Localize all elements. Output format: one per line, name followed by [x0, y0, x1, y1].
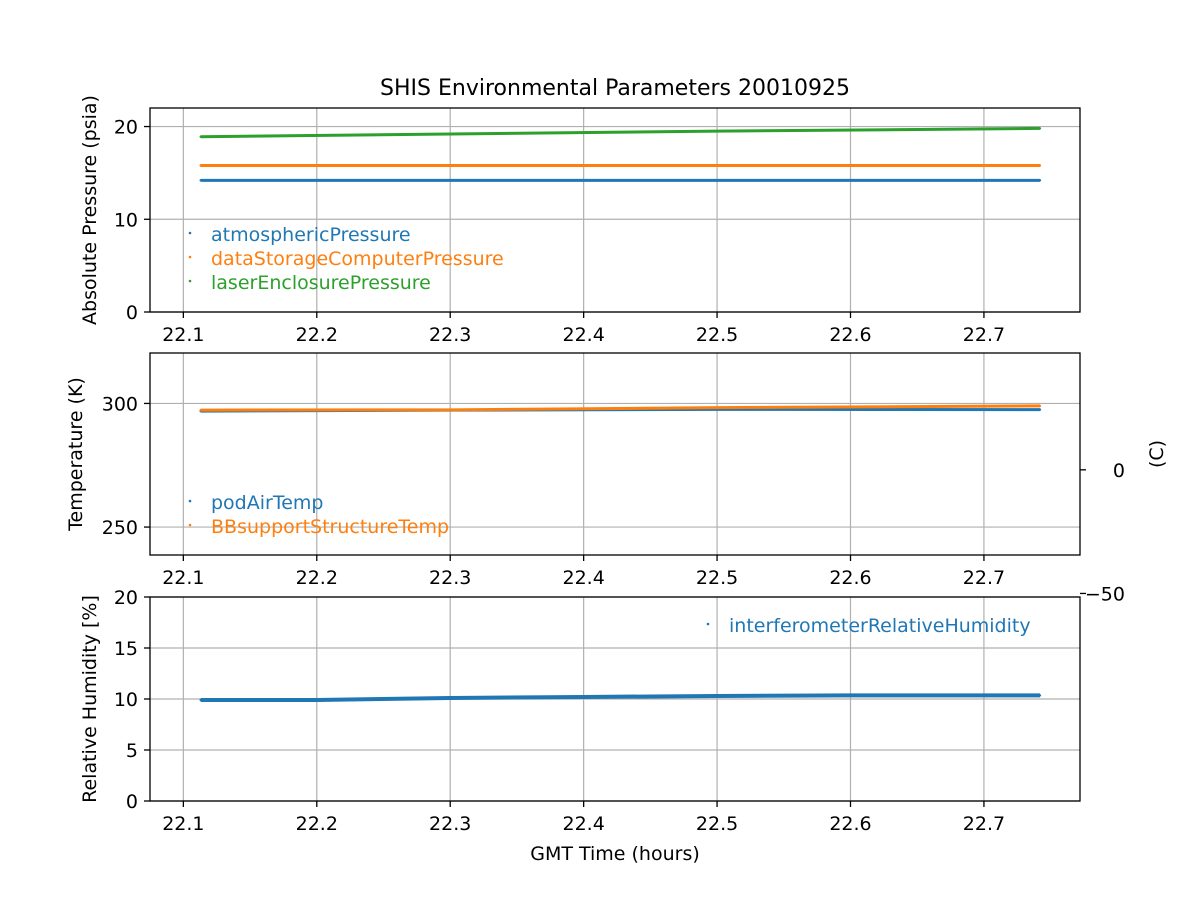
- humidity-y-axis-label: Relative Humidity [%]: [79, 595, 101, 803]
- temperature-legend-label: BBsupportStructureTemp: [211, 516, 449, 538]
- pressure-x-tick-label: 22.6: [829, 324, 871, 346]
- pressure-series-laserEnclosurePressure: [200, 126, 1040, 139]
- figure-title: SHIS Environmental Parameters 20010925: [380, 76, 850, 101]
- temperature-axes: 22.1 22.2 22.3 22.4 22.5 22.6 22.7 250 300 −50 0 (C…: [65, 352, 1168, 605]
- humidity-x-tick-label: 22.5: [696, 813, 738, 835]
- temperature-grid: [150, 353, 1080, 555]
- temperature-legend-marker: [188, 523, 192, 527]
- humidity-y-tick-label: 5: [126, 740, 138, 762]
- temperature-point-BBsupportStructureTemp: [1038, 404, 1042, 408]
- temperature-x-tick-label: 22.7: [963, 567, 1005, 589]
- pressure-point-dataStorageComputerPressure: [1038, 164, 1042, 167]
- humidity-x-tick-label: 22.7: [963, 813, 1005, 835]
- pressure-point-laserEnclosurePressure: [199, 135, 202, 138]
- humidity-y-tick-label: 15: [114, 638, 138, 660]
- temperature-right-tick-label: −50: [1085, 583, 1125, 605]
- humidity-axes: 22.1 22.2 22.3 22.4 22.5 22.6 22.7 0 5 10 15 20 Rela…: [79, 587, 1081, 865]
- pressure-x-tick-label: 22.1: [162, 324, 204, 346]
- humidity-y-tick-label: 10: [114, 689, 138, 711]
- temperature-y-axis-label: Temperature (K): [65, 377, 87, 532]
- pressure-point-dataStorageComputerPressure: [199, 164, 202, 167]
- temperature-x-tick-label: 22.2: [296, 567, 338, 589]
- temperature-point-BBsupportStructureTemp: [449, 408, 452, 412]
- pressure-y-axis-label: Absolute Pressure (psia): [79, 95, 101, 325]
- pressure-legend-label: atmosphericPressure: [211, 224, 411, 246]
- pressure-y-tick-label: 0: [126, 302, 138, 324]
- humidity-y-tick-label: 20: [114, 587, 138, 609]
- pressure-legend-label: laserEnclosurePressure: [211, 272, 431, 294]
- pressure-point-atmosphericPressure: [199, 179, 202, 182]
- pressure-frame: [149, 107, 1081, 313]
- temperature-point-BBsupportStructureTemp: [199, 408, 202, 412]
- humidity-y-tick-label: 0: [126, 791, 138, 813]
- pressure-point-laserEnclosurePressure: [449, 132, 452, 136]
- temperature-x-tick-label: 22.5: [696, 567, 738, 589]
- humidity-point-interferometerRelativeHumidity: [315, 698, 318, 702]
- temperature-x-tick-label: 22.4: [562, 567, 604, 589]
- pressure-x-tick-label: 22.5: [696, 324, 738, 346]
- pressure-point-atmosphericPressure: [1038, 179, 1042, 182]
- temperature-right-tick-label: 0: [1113, 460, 1125, 482]
- pressure-y-tick-label: 10: [114, 209, 138, 231]
- pressure-point-laserEnclosurePressure: [715, 129, 719, 133]
- humidity-legend-marker: [706, 622, 710, 626]
- temperature-series-BBsupportStructureTemp: [200, 404, 1040, 412]
- humidity-point-interferometerRelativeHumidity: [849, 694, 852, 697]
- humidity-point-interferometerRelativeHumidity: [1038, 694, 1042, 697]
- temperature-x-tick-label: 22.3: [429, 567, 471, 589]
- pressure-x-tick-label: 22.2: [296, 324, 338, 346]
- humidity-x-tick-label: 22.3: [429, 813, 471, 835]
- pressure-point-laserEnclosurePressure: [1038, 127, 1042, 130]
- temperature-right-axis-label: (C): [1146, 440, 1168, 468]
- temperature-legend-label: podAirTemp: [211, 492, 323, 514]
- humidity-point-interferometerRelativeHumidity: [199, 698, 202, 702]
- pressure-x-tick-label: 22.7: [963, 324, 1005, 346]
- humidity-legend: interferometerRelativeHumidity: [706, 615, 1031, 637]
- humidity-point-interferometerRelativeHumidity: [715, 694, 719, 698]
- temperature-x-tick-label: 22.6: [829, 567, 871, 589]
- temperature-y-tick-label: 300: [102, 393, 138, 415]
- pressure-axes: 22.1 22.2 22.3 22.4 22.5 22.6 22.7 0 10 20 Absolut…: [79, 95, 1081, 346]
- temperature-point-podAirTemp: [1038, 408, 1042, 411]
- pressure-legend: atmosphericPressuredataStorageComputerPr…: [188, 224, 504, 294]
- pressure-y-tick-label: 20: [114, 117, 138, 139]
- pressure-legend-marker: [188, 279, 192, 283]
- temperature-y-tick-label: 250: [102, 517, 138, 539]
- pressure-legend-label: dataStorageComputerPressure: [211, 248, 504, 270]
- humidity-x-tick-label: 22.4: [562, 813, 604, 835]
- pressure-legend-marker: [188, 231, 192, 235]
- temperature-frame: [149, 352, 1081, 556]
- humidity-x-axis-label: GMT Time (hours): [530, 843, 700, 865]
- pressure-x-tick-label: 22.4: [562, 324, 604, 346]
- humidity-x-tick-label: 22.6: [829, 813, 871, 835]
- temperature-x-tick-label: 22.1: [162, 567, 204, 589]
- humidity-point-interferometerRelativeHumidity: [449, 696, 452, 700]
- humidity-point-interferometerRelativeHumidity: [582, 695, 585, 699]
- humidity-x-tick-label: 22.2: [296, 813, 338, 835]
- humidity-legend-label: interferometerRelativeHumidity: [729, 615, 1031, 637]
- pressure-x-tick-label: 22.3: [429, 324, 471, 346]
- temperature-point-BBsupportStructureTemp: [715, 406, 719, 409]
- humidity-x-tick-label: 22.1: [162, 813, 204, 835]
- pressure-legend-marker: [188, 255, 192, 259]
- temperature-legend-marker: [188, 499, 192, 503]
